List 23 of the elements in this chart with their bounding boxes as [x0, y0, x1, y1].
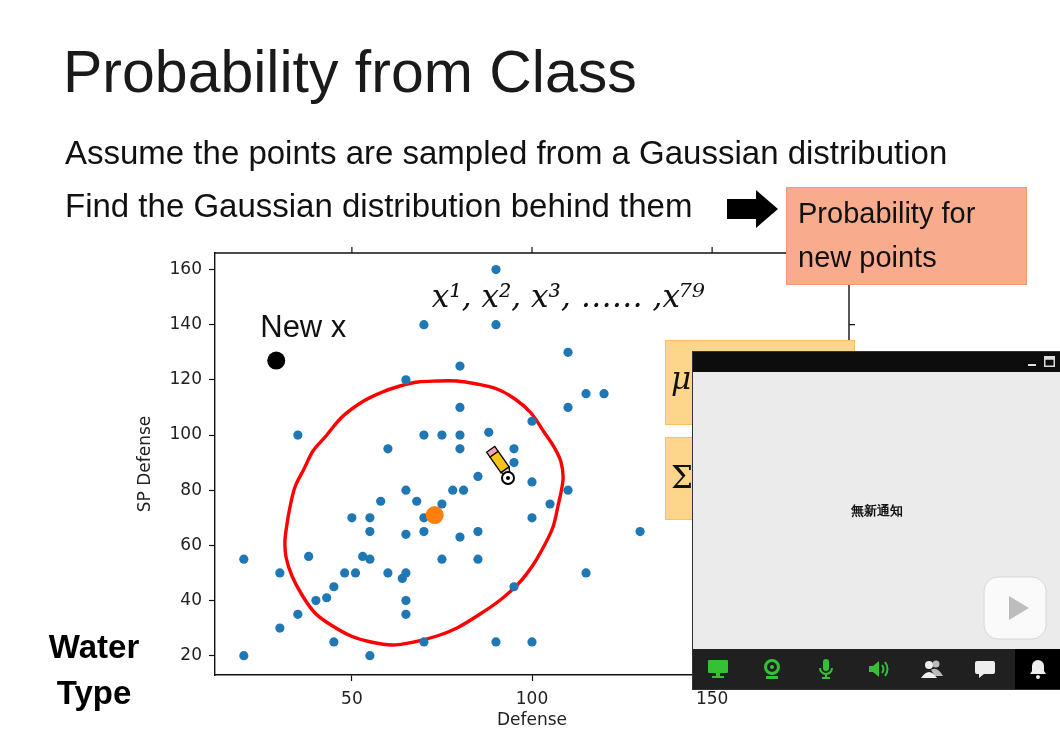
series-label: x¹, x², x³, …… ,x⁷⁹ — [431, 278, 706, 315]
y-tick-label: 60 — [180, 533, 202, 554]
y-tick-label: 20 — [180, 644, 202, 665]
annotation: Probability for new points — [798, 196, 977, 275]
y-tick-label: 40 — [180, 588, 202, 609]
y-tick-label: 140 — [169, 313, 202, 334]
y-tick-label: 120 — [169, 368, 202, 389]
y-tick-label: 80 — [180, 478, 202, 499]
x-tick-label: 150 — [695, 687, 729, 708]
y-axis-title: SP Defense — [133, 415, 154, 513]
text: Find the Gaussian distribution behind them — [65, 186, 693, 226]
annotation: Σ — [671, 458, 693, 497]
text: Water Type — [47, 627, 141, 713]
chart-subtitle: Assume the points are sampled from a Gaussian distribution — [65, 133, 948, 173]
y-tick-label: 160 — [169, 257, 202, 278]
x-tick-label: 50 — [341, 687, 363, 708]
annotation: μ — [671, 359, 692, 398]
window-panel: 無新通知 — [693, 352, 1060, 689]
y-tick-label: 100 — [169, 423, 202, 444]
x-axis-title: Defense — [496, 709, 568, 730]
x-tick-label: 100 — [515, 687, 549, 708]
series-label: New x — [260, 308, 347, 344]
chart-title: Probability from Class — [63, 38, 637, 107]
